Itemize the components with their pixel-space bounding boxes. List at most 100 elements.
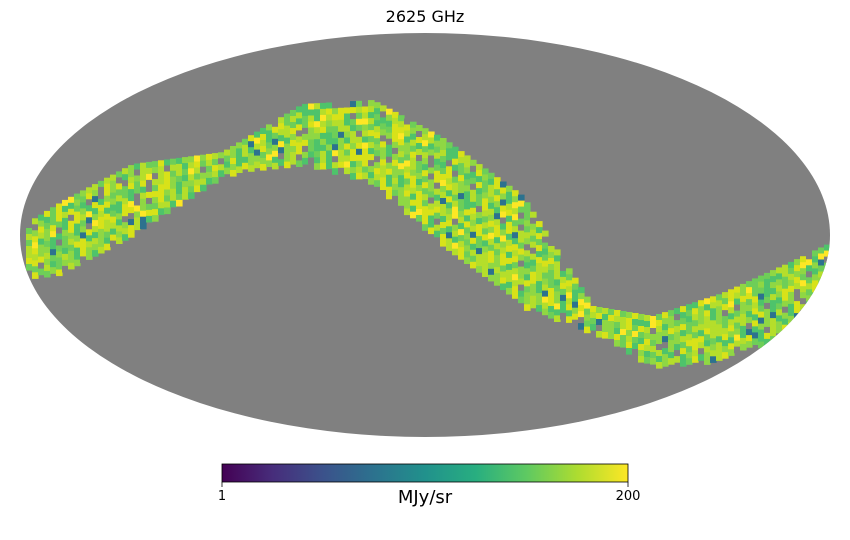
sky-pixel xyxy=(410,139,417,147)
sky-pixel xyxy=(578,311,585,318)
sky-pixel xyxy=(194,179,201,187)
sky-pixel xyxy=(482,222,489,229)
sky-pixel xyxy=(506,287,513,295)
sky-pixel xyxy=(230,164,237,171)
sky-pixel xyxy=(296,106,303,113)
sky-pixel xyxy=(506,197,513,205)
sky-pixel xyxy=(104,225,111,233)
sky-pixel xyxy=(62,259,69,267)
sky-pixel xyxy=(176,187,183,195)
sky-pixel xyxy=(116,225,123,232)
sky-pixel xyxy=(494,237,501,244)
sky-pixel xyxy=(578,287,585,294)
sky-pixel xyxy=(572,307,579,315)
sky-pixel xyxy=(44,222,51,230)
sky-pixel xyxy=(326,138,333,146)
sky-pixel xyxy=(572,319,579,327)
sky-pixel xyxy=(596,319,603,326)
sky-pixel xyxy=(800,286,807,293)
sky-pixel xyxy=(794,277,801,284)
sky-pixel xyxy=(632,331,639,338)
sky-pixel xyxy=(386,126,393,134)
sky-pixel xyxy=(470,237,477,245)
sky-pixel xyxy=(38,256,45,264)
sky-pixel xyxy=(74,223,81,231)
sky-pixel xyxy=(74,205,81,213)
sky-pixel xyxy=(98,222,105,230)
sky-pixel xyxy=(530,301,537,309)
sky-pixel xyxy=(272,150,279,158)
sky-pixel xyxy=(608,321,615,328)
sky-pixel xyxy=(800,310,807,317)
sky-pixel xyxy=(410,199,417,207)
sky-pixel xyxy=(152,185,159,192)
sky-pixel xyxy=(128,219,135,226)
sky-pixel xyxy=(410,121,417,129)
sky-pixel xyxy=(302,151,309,159)
sky-pixel xyxy=(404,166,411,174)
sky-pixel xyxy=(572,283,579,291)
sky-pixel xyxy=(500,181,507,189)
sky-pixel xyxy=(536,263,543,270)
sky-pixel xyxy=(578,323,585,330)
sky-pixel xyxy=(374,156,381,163)
sky-pixel xyxy=(680,360,687,367)
sky-pixel xyxy=(554,291,561,298)
sky-pixel xyxy=(740,331,747,339)
sky-pixel xyxy=(716,342,723,349)
sky-pixel xyxy=(320,162,327,170)
sky-pixel xyxy=(320,144,327,152)
sky-pixel xyxy=(470,183,477,191)
sky-pixel xyxy=(128,231,135,238)
sky-pixel xyxy=(776,309,783,316)
sky-pixel xyxy=(746,311,753,318)
sky-pixel xyxy=(122,198,129,205)
sky-pixel xyxy=(668,352,675,359)
sky-pixel xyxy=(356,124,363,132)
sky-pixel xyxy=(290,110,297,117)
sky-pixel xyxy=(818,253,825,261)
sky-pixel xyxy=(38,250,45,258)
sky-pixel xyxy=(236,160,243,167)
sky-pixel xyxy=(350,131,357,138)
sky-pixel xyxy=(770,306,777,313)
sky-pixel xyxy=(278,159,285,166)
sky-pixel xyxy=(734,298,741,306)
sky-pixel xyxy=(440,162,447,169)
sky-pixel xyxy=(476,212,483,219)
sky-pixel xyxy=(410,145,417,153)
sky-pixel xyxy=(392,129,399,137)
sky-pixel xyxy=(362,148,369,156)
sky-pixel xyxy=(122,180,129,187)
sky-pixel xyxy=(674,326,681,333)
sky-pixel xyxy=(704,298,711,305)
sky-pixel xyxy=(782,294,789,302)
sky-pixel xyxy=(356,148,363,156)
sky-pixel xyxy=(488,262,495,270)
sky-pixel xyxy=(764,278,771,286)
sky-pixel xyxy=(650,322,657,329)
sky-pixel xyxy=(140,198,147,206)
sky-pixel xyxy=(620,317,627,324)
sky-pixel xyxy=(680,318,687,325)
sky-pixel xyxy=(218,158,225,165)
sky-pixel xyxy=(80,208,87,215)
sky-pixel xyxy=(452,188,459,196)
sky-pixel xyxy=(110,174,117,182)
sky-pixel xyxy=(68,196,75,204)
sky-pixel xyxy=(230,170,237,177)
sky-pixel xyxy=(806,277,813,284)
sky-pixel xyxy=(500,193,507,201)
sky-pixel xyxy=(530,241,537,249)
sky-pixel xyxy=(374,126,381,133)
sky-pixel xyxy=(416,203,423,210)
sky-pixel xyxy=(602,314,609,321)
sky-pixel xyxy=(692,326,699,333)
sky-pixel xyxy=(782,288,789,296)
sky-pixel xyxy=(68,232,75,240)
sky-pixel xyxy=(794,265,801,272)
sky-pixel xyxy=(332,132,339,139)
sky-pixel xyxy=(644,357,651,364)
sky-pixel xyxy=(86,253,93,260)
sky-pixel xyxy=(350,149,357,156)
